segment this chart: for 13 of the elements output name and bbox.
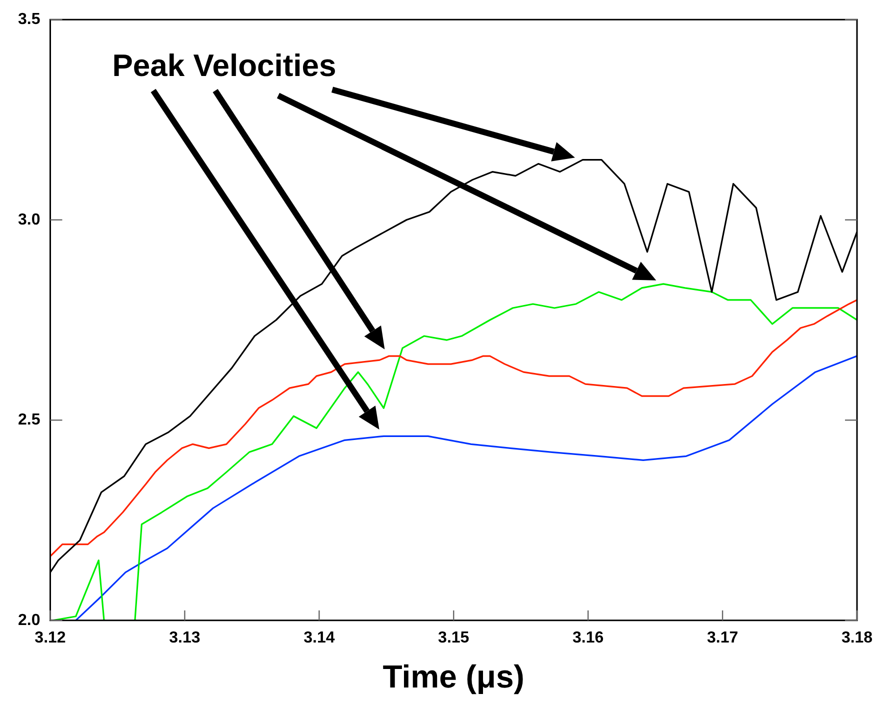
x-tick-label: 3.15 bbox=[438, 629, 470, 646]
x-tick-label: 3.18 bbox=[841, 629, 873, 646]
x-tick-label: 3.17 bbox=[706, 629, 738, 646]
y-tick-label: 2.5 bbox=[18, 412, 40, 429]
x-axis-title: Time (μs) bbox=[382, 658, 524, 695]
y-tick-label: 2.0 bbox=[18, 612, 40, 629]
x-tick-label: 3.12 bbox=[34, 629, 66, 646]
annotation: Peak Velocities bbox=[112, 48, 336, 84]
x-tick-label: 3.13 bbox=[169, 629, 200, 646]
x-tick-label: 3.16 bbox=[572, 629, 604, 646]
y-tick-label: 3.5 bbox=[18, 11, 40, 28]
x-tick-label: 3.14 bbox=[304, 629, 335, 646]
y-tick-label: 3.0 bbox=[18, 211, 40, 228]
